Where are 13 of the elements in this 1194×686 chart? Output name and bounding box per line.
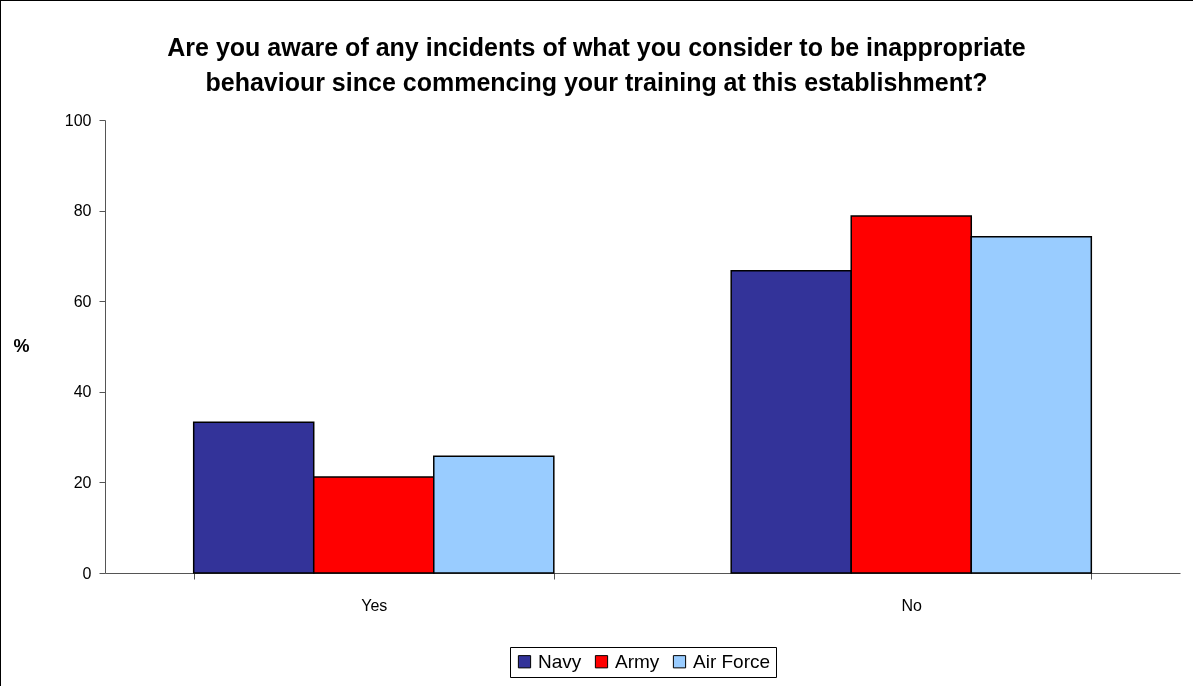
chart-title: Are you aware of any incidents of what you consider to be inappropriate behaviour since commencing your training at this establishment? — [167, 33, 1026, 96]
legend-label: Army — [615, 650, 660, 672]
y-axis-title: % — [13, 335, 30, 356]
y-tick-label: 60 — [73, 292, 92, 310]
y-tick-label: 40 — [73, 383, 92, 401]
legend-label: Air Force — [693, 650, 771, 672]
x-tick-label: Yes — [361, 596, 388, 614]
legend-label: Navy — [538, 650, 582, 672]
y-tick-label: 100 — [64, 111, 92, 129]
y-tick-label: 20 — [73, 473, 92, 491]
x-tick-label: No — [901, 596, 923, 614]
y-tick-label: 0 — [82, 564, 92, 582]
y-tick-label: 80 — [73, 202, 92, 220]
